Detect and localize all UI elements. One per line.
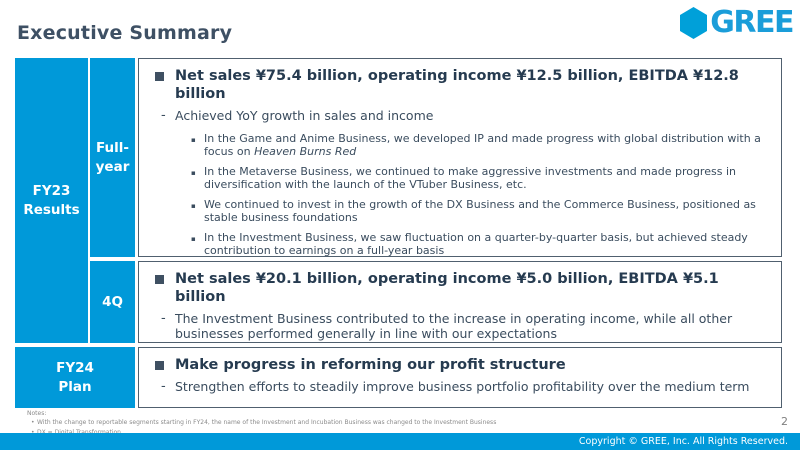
gree-logo-text: GREE bbox=[710, 5, 794, 40]
4q-summary: The Investment Business contributed to t… bbox=[175, 311, 733, 342]
fy24-heading: Make progress in reforming our profit st… bbox=[175, 357, 566, 373]
dash-bullet: - bbox=[161, 311, 166, 327]
list-item: ▪ In the Game and Anime Business, we dev… bbox=[191, 131, 771, 159]
square-bullet-icon bbox=[155, 361, 164, 370]
row-label-fy23-results: FY23 Results bbox=[15, 58, 88, 343]
sub-bullet-icon: ▪ bbox=[191, 201, 196, 210]
bullet-investment: In the Investment Business, we saw fluct… bbox=[204, 230, 748, 257]
fy24-summary-row: - Strengthen efforts to steadily improve… bbox=[161, 379, 771, 395]
list-item: ▪ In the Metaverse Business, we continue… bbox=[191, 164, 771, 192]
row-label-full-year: Full- year bbox=[90, 58, 135, 257]
full-year-label: Full- year bbox=[95, 140, 130, 175]
full-year-heading-row: Net sales ¥75.4 billion, operating incom… bbox=[155, 67, 771, 103]
full-year-summary: Achieved YoY growth in sales and income bbox=[175, 108, 434, 124]
square-bullet-icon bbox=[155, 275, 164, 284]
4q-heading-row: Net sales ¥20.1 billion, operating incom… bbox=[155, 270, 771, 306]
sub-bullet-icon: ▪ bbox=[191, 234, 196, 243]
note-bullet-icon: • bbox=[27, 428, 37, 437]
note-item: • DX = Digital Transformation bbox=[27, 428, 496, 437]
4q-label: 4Q bbox=[102, 293, 123, 310]
note-text: DX = Digital Transformation bbox=[37, 428, 121, 437]
4q-content-box: Net sales ¥20.1 billion, operating incom… bbox=[138, 261, 782, 343]
page-title: Executive Summary bbox=[17, 22, 233, 44]
sub-bullet-icon: ▪ bbox=[191, 135, 196, 144]
bullet-metaverse: In the Metaverse Business, we continued … bbox=[204, 164, 736, 191]
footer-bar: Copyright © GREE, Inc. All Rights Reserv… bbox=[0, 433, 800, 450]
dash-bullet: - bbox=[161, 108, 166, 124]
bullet-dx-commerce: We continued to invest in the growth of … bbox=[204, 197, 756, 224]
dash-bullet: - bbox=[161, 379, 166, 395]
4q-heading: Net sales ¥20.1 billion, operating incom… bbox=[175, 271, 719, 306]
square-bullet-icon bbox=[155, 72, 164, 81]
full-year-heading: Net sales ¥75.4 billion, operating incom… bbox=[175, 68, 739, 103]
fy23-results-label: FY23 Results bbox=[23, 183, 80, 218]
note-bullet-icon: • bbox=[31, 419, 35, 427]
gree-hexagon-icon bbox=[680, 7, 708, 39]
note-item: • With the change to reportable segments… bbox=[27, 418, 496, 427]
fy24-plan-label: FY24 Plan bbox=[56, 360, 94, 395]
row-label-4q: 4Q bbox=[90, 261, 135, 343]
full-year-summary-row: - Achieved YoY growth in sales and incom… bbox=[161, 108, 771, 124]
copyright-text: Copyright © GREE, Inc. All Rights Reserv… bbox=[578, 436, 788, 447]
bullet-game-anime: In the Game and Anime Business, we devel… bbox=[204, 131, 761, 158]
fy24-summary: Strengthen efforts to steadily improve b… bbox=[175, 379, 750, 395]
fy24-content-box: Make progress in reforming our profit st… bbox=[138, 347, 782, 408]
4q-summary-row: - The Investment Business contributed to… bbox=[161, 311, 771, 341]
footnotes: Notes: • With the change to reportable s… bbox=[27, 409, 496, 437]
sub-bullet-icon: ▪ bbox=[191, 168, 196, 177]
row-label-fy24-plan: FY24 Plan bbox=[15, 347, 135, 408]
full-year-content-box: Net sales ¥75.4 billion, operating incom… bbox=[138, 58, 782, 257]
italic-title: Heaven Burns Red bbox=[254, 144, 357, 158]
fy24-heading-row: Make progress in reforming our profit st… bbox=[155, 356, 771, 374]
notes-label: Notes: bbox=[27, 410, 47, 417]
gree-logo: GREE bbox=[679, 5, 794, 40]
list-item: ▪ We continued to invest in the growth o… bbox=[191, 197, 771, 225]
page-number: 2 bbox=[781, 415, 788, 428]
note-text: With the change to reportable segments s… bbox=[37, 419, 497, 427]
list-item: ▪ In the Investment Business, we saw flu… bbox=[191, 230, 771, 258]
